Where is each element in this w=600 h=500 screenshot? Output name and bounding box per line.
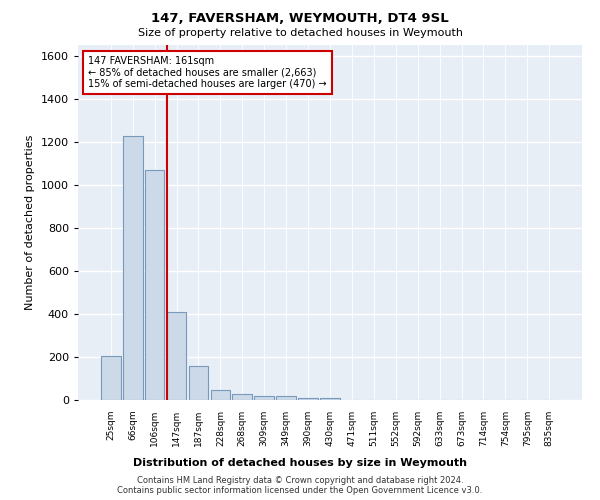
Text: Size of property relative to detached houses in Weymouth: Size of property relative to detached ho… <box>137 28 463 38</box>
Bar <box>298 398 318 400</box>
Text: Contains HM Land Registry data © Crown copyright and database right 2024.: Contains HM Land Registry data © Crown c… <box>137 476 463 485</box>
Text: 147 FAVERSHAM: 161sqm
← 85% of detached houses are smaller (2,663)
15% of semi-d: 147 FAVERSHAM: 161sqm ← 85% of detached … <box>88 56 327 89</box>
Text: Distribution of detached houses by size in Weymouth: Distribution of detached houses by size … <box>133 458 467 468</box>
Bar <box>123 136 143 400</box>
Bar <box>211 390 230 400</box>
Bar <box>232 394 252 400</box>
Bar <box>101 356 121 400</box>
Text: 147, FAVERSHAM, WEYMOUTH, DT4 9SL: 147, FAVERSHAM, WEYMOUTH, DT4 9SL <box>151 12 449 26</box>
Bar <box>188 366 208 400</box>
Bar <box>276 396 296 400</box>
Text: Contains public sector information licensed under the Open Government Licence v3: Contains public sector information licen… <box>118 486 482 495</box>
Y-axis label: Number of detached properties: Number of detached properties <box>25 135 35 310</box>
Bar <box>320 398 340 400</box>
Bar <box>254 396 274 400</box>
Bar <box>167 312 187 400</box>
Bar <box>145 170 164 400</box>
